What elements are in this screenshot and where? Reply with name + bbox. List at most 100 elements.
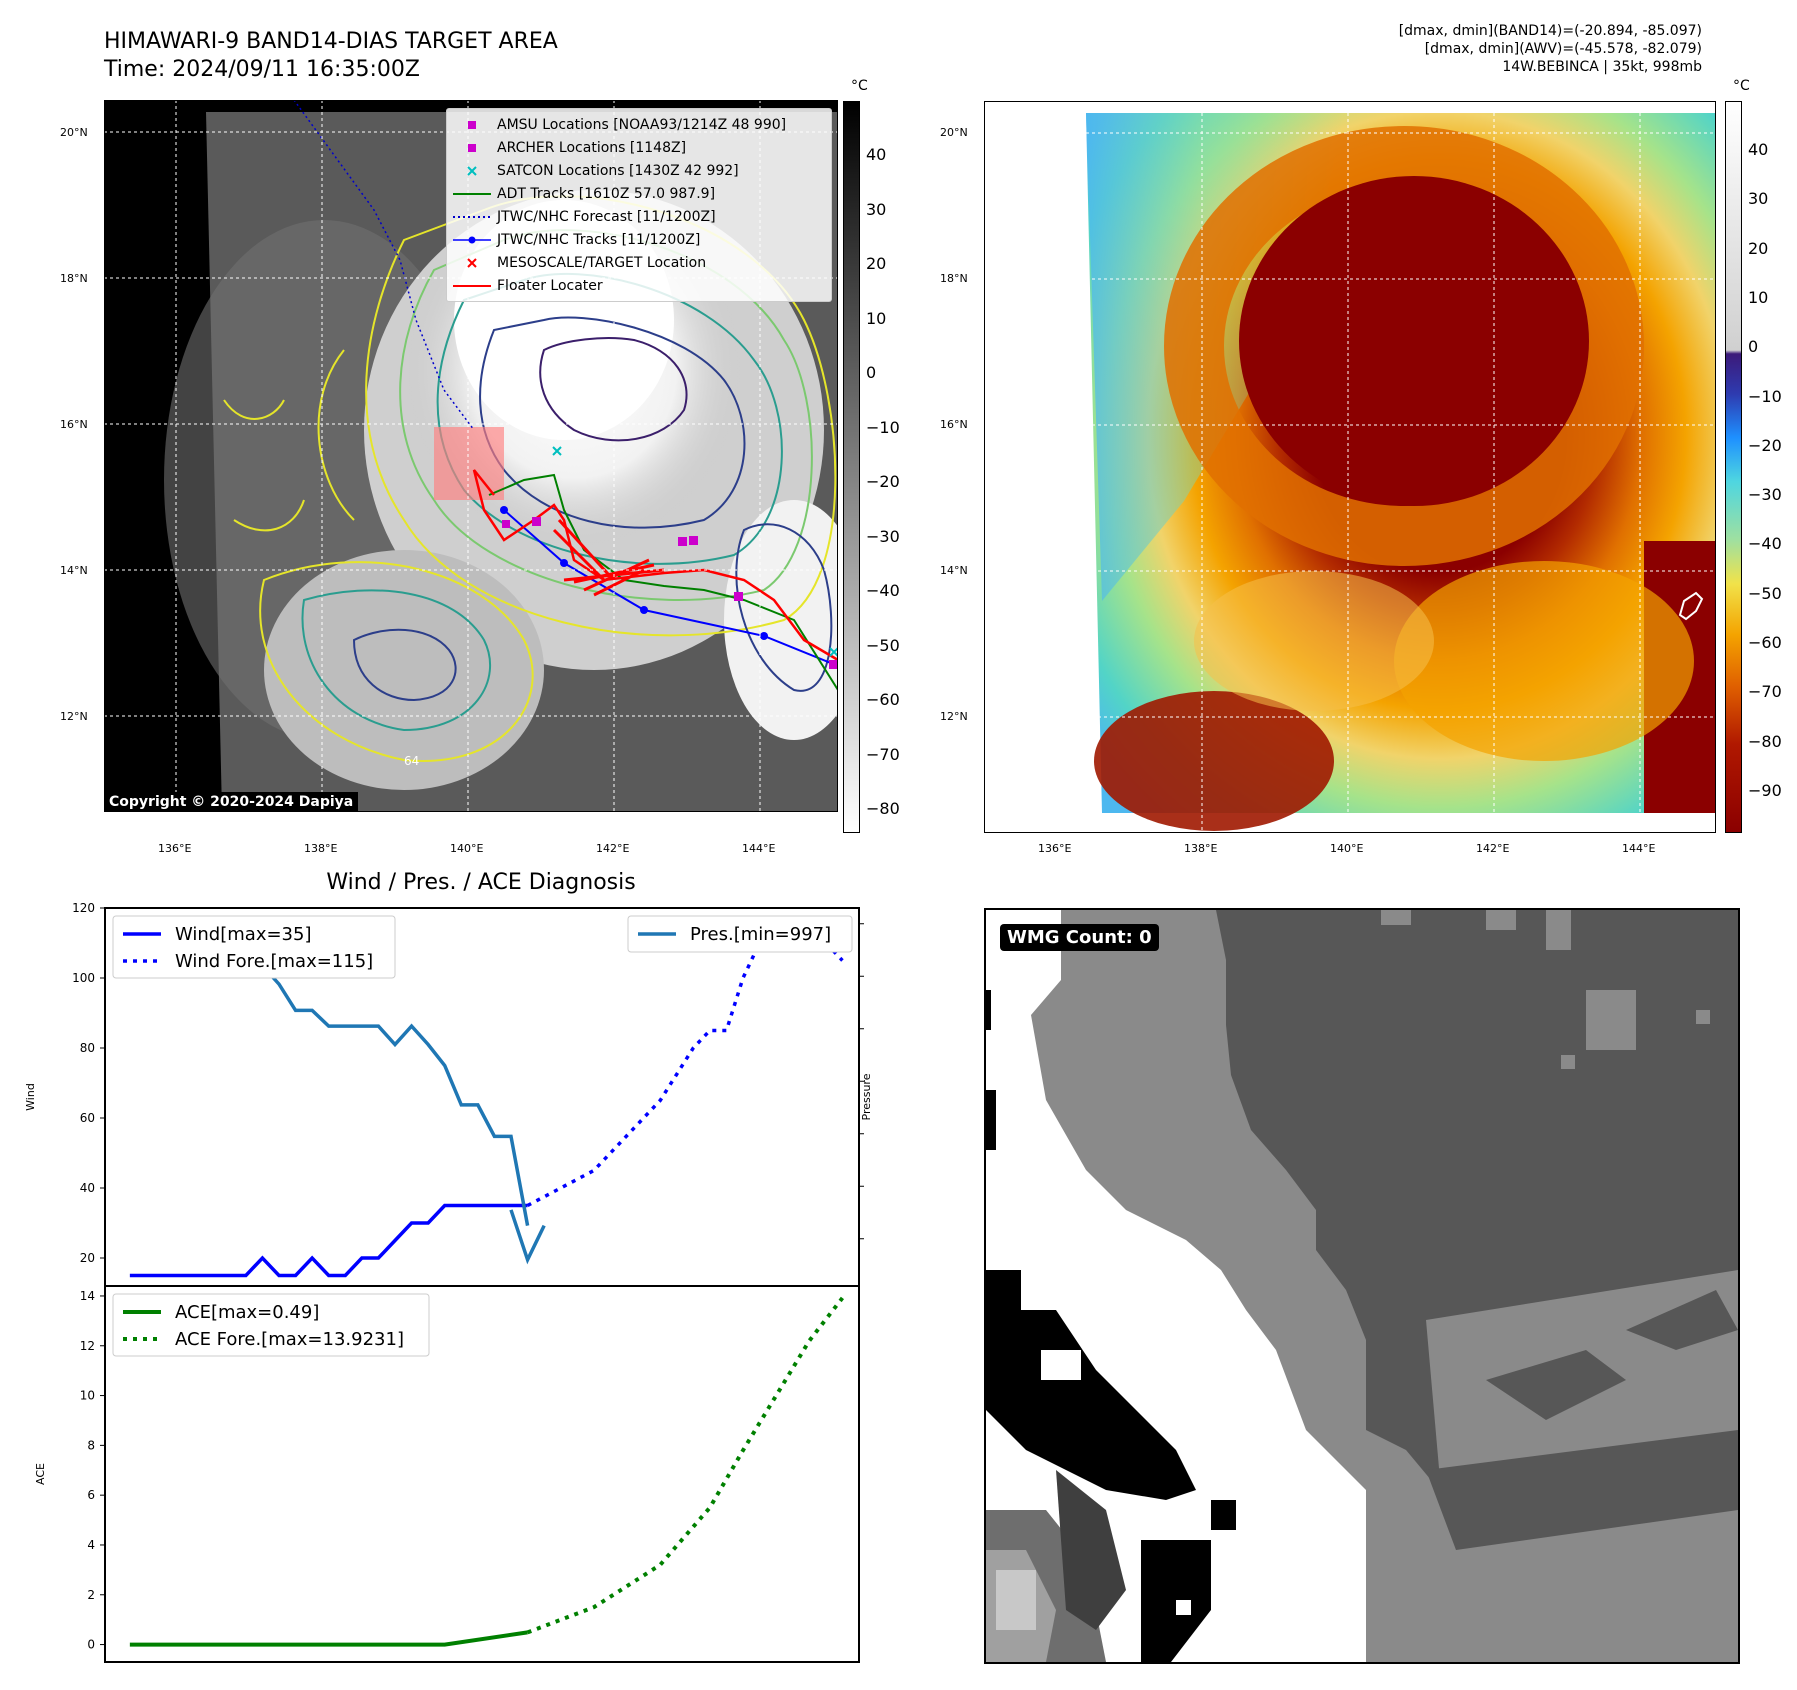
lon-label: 136°E bbox=[158, 842, 192, 855]
lon-label: 138°E bbox=[304, 842, 338, 855]
lat-label: 14°N bbox=[940, 564, 968, 577]
ace-panel: 14 12 10 8 6 4 2 0 ACE ACE[max=0.49] ACE Fore.[max… bbox=[34, 1285, 860, 1663]
legend-entry: JTWC/NHC Forecast [11/1200Z] bbox=[447, 205, 831, 228]
legend-label: ACE Fore.[max=13.9231] bbox=[175, 1329, 404, 1350]
legend-swatch bbox=[467, 165, 477, 176]
satcon-points bbox=[552, 446, 838, 657]
colorbar-tick: −80 bbox=[866, 799, 900, 818]
map-legend: AMSU Locations [NOAA93/1214Z 48 990] ARCH… bbox=[446, 108, 832, 302]
lat-label: 18°N bbox=[60, 272, 88, 285]
band14-map-frame bbox=[104, 100, 838, 812]
lon-label: 140°E bbox=[1330, 842, 1364, 855]
legend-entry: Floater Locater bbox=[447, 274, 831, 297]
colorbar-tick: −60 bbox=[1748, 633, 1782, 652]
floater-locater bbox=[472, 469, 838, 662]
wind-tick-label: 100 bbox=[72, 971, 95, 985]
header-info: [dmax, dmin](BAND14)=(-20.894, -85.097) … bbox=[1399, 22, 1702, 76]
ace-legend: ACE[max=0.49] ACE Fore.[max=13.9231] bbox=[112, 1293, 430, 1357]
lat-label: 18°N bbox=[940, 272, 968, 285]
ace-tick-label: 14 bbox=[80, 1289, 95, 1303]
copyright-label: Copyright © 2020-2024 Dapiya bbox=[104, 792, 359, 812]
legend-swatch bbox=[467, 257, 477, 268]
legend-label: JTWC/NHC Tracks [11/1200Z] bbox=[497, 231, 701, 248]
legend-entry: ARCHER Locations [1148Z] bbox=[447, 136, 831, 159]
info-awv: [dmax, dmin](AWV)=(-45.578, -82.079) bbox=[1424, 41, 1702, 57]
legend-label: ADT Tracks [1610Z 57.0 987.9] bbox=[497, 185, 716, 202]
left-colorbar-unit: °C bbox=[851, 78, 868, 94]
wind-tick-label: 20 bbox=[80, 1251, 95, 1265]
lat-label: 20°N bbox=[940, 126, 968, 139]
series-line-0 bbox=[129, 1203, 528, 1278]
floater-fan bbox=[552, 518, 665, 597]
legend-swatch bbox=[453, 192, 491, 195]
colorbar-tick: −70 bbox=[1748, 682, 1782, 702]
colorbar-tick: −10 bbox=[866, 417, 900, 437]
colorbar-tick: −20 bbox=[866, 472, 900, 491]
colorbar-tick: −80 bbox=[1748, 731, 1782, 751]
lat-label: 16°N bbox=[940, 418, 968, 431]
colorbar-tick: 30 bbox=[866, 199, 887, 219]
info-storm: 14W.BEBINCA | 35kt, 998mb bbox=[1502, 59, 1702, 75]
lat-label: 12°N bbox=[940, 710, 968, 723]
lon-label: 138°E bbox=[1184, 842, 1218, 855]
legend-label: Pres.[min=997] bbox=[690, 924, 831, 945]
wmg-count-badge: WMG Count: 0 bbox=[1000, 924, 1159, 951]
colorbar-tick: −30 bbox=[1748, 485, 1782, 505]
ace-tick-label: 10 bbox=[80, 1389, 95, 1403]
legend-swatch bbox=[468, 120, 476, 129]
colorbar-tick: −50 bbox=[866, 635, 900, 655]
lon-label: 144°E bbox=[742, 842, 776, 855]
legend-entry: MESOSCALE/TARGET Location bbox=[447, 251, 831, 274]
awv-map bbox=[984, 101, 1716, 833]
colorbar-tick: −20 bbox=[1748, 435, 1782, 455]
wmg-panel: WMG Count: 0 bbox=[984, 908, 1740, 1664]
wind-pressure-panel: 1201008060402010101008100610041002100099… bbox=[24, 901, 873, 1287]
legend-label: AMSU Locations [NOAA93/1214Z 48 990] bbox=[497, 116, 787, 133]
wind-axis-label: Wind bbox=[24, 1083, 37, 1111]
band14-map: 64 bbox=[104, 100, 838, 812]
map-legend-rows: AMSU Locations [NOAA93/1214Z 48 990] ARCH… bbox=[447, 113, 831, 297]
ace-tick-label: 0 bbox=[87, 1638, 95, 1652]
awv-map-canvas bbox=[984, 101, 1716, 833]
ace-tick-label: 6 bbox=[87, 1488, 95, 1502]
lon-label: 144°E bbox=[1622, 842, 1656, 855]
wind-tick-label: 120 bbox=[72, 901, 95, 915]
legend-label: JTWC/NHC Forecast [11/1200Z] bbox=[497, 208, 716, 225]
wind-tick-label: 80 bbox=[80, 1041, 95, 1055]
ace-tick-label: 2 bbox=[87, 1588, 95, 1602]
lon-label: 140°E bbox=[450, 842, 484, 855]
colorbar-tick: 10 bbox=[1748, 287, 1769, 307]
left-colorbar bbox=[843, 101, 860, 833]
lon-label: 142°E bbox=[596, 842, 630, 855]
wmg-black-region bbox=[986, 1270, 1196, 1500]
colorbar-tick: 40 bbox=[866, 145, 887, 164]
ace-tick-label: 4 bbox=[87, 1538, 95, 1552]
figure-title: HIMAWARI-9 BAND14-DIAS TARGET AREA bbox=[104, 29, 558, 54]
lat-label: 16°N bbox=[60, 418, 88, 431]
colorbar-tick: −10 bbox=[1748, 386, 1782, 406]
wind-legend: Wind[max=35] Wind Fore.[max=115] bbox=[112, 915, 396, 979]
amsu-archer-points bbox=[502, 517, 838, 669]
wind-tick-label: 60 bbox=[80, 1111, 95, 1125]
awv-map-frame bbox=[984, 101, 1716, 833]
guam-coastline bbox=[1678, 591, 1704, 621]
colorbar-tick: 0 bbox=[1748, 337, 1759, 357]
colorbar-tick: −60 bbox=[866, 690, 900, 709]
jtwc-track-points bbox=[500, 506, 768, 640]
colorbar-tick: 10 bbox=[866, 308, 887, 328]
legend-label: Wind Fore.[max=115] bbox=[175, 951, 373, 972]
figure-time: Time: 2024/09/11 16:35:00Z bbox=[104, 57, 420, 82]
legend-entry: JTWC/NHC Tracks [11/1200Z] bbox=[447, 228, 831, 251]
colorbar-tick: 20 bbox=[1748, 238, 1769, 258]
target-area-box bbox=[434, 427, 504, 500]
colorbar-tick: 40 bbox=[1748, 140, 1769, 159]
diagnosis-chart: Wind / Pres. / ACE Diagnosis 12010080604… bbox=[24, 870, 873, 1663]
colorbar-tick: 20 bbox=[866, 254, 887, 273]
legend-label: MESOSCALE/TARGET Location bbox=[497, 254, 707, 271]
colorbar-tick: −70 bbox=[866, 744, 900, 764]
wmg-canvas bbox=[986, 910, 1738, 1662]
ace-axis-label: ACE bbox=[34, 1463, 47, 1485]
awv-gridlines bbox=[984, 101, 1716, 833]
legend-label: Floater Locater bbox=[497, 277, 603, 294]
pressure-legend: Pres.[min=997] bbox=[627, 915, 853, 953]
